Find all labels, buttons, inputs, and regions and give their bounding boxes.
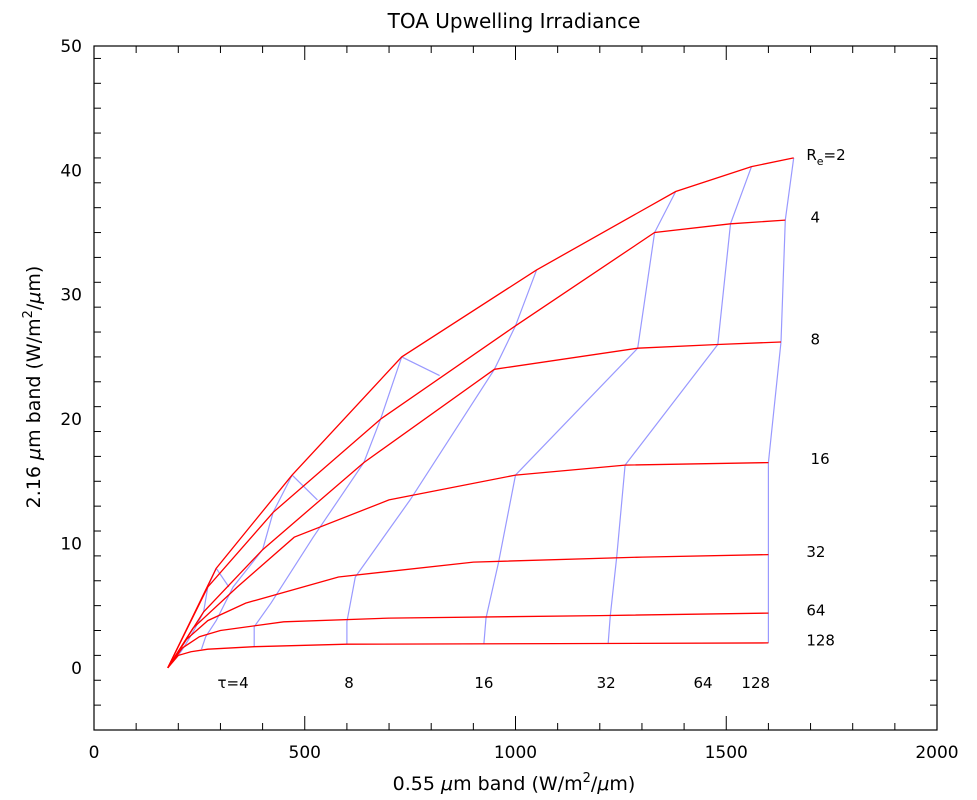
re-label-top: Re=2 [806,146,845,168]
re-line-32 [167,553,769,669]
x-axis-label: 0.55 μm band (W/m2/μm) [393,771,636,795]
x-tick-label: 1500 [705,743,748,763]
y-tick-label: 50 [60,37,82,57]
annotation-layer: 4 8 16 32 64 128 Re=2 τ=4 8 16 32 64 128 [218,146,846,692]
y-tick-label: 20 [60,410,82,430]
axes-layer: 0 500 1000 1500 2000 0 10 20 30 40 50 [60,37,958,763]
re-line-2 [167,157,794,669]
tau-segment-0 [767,157,795,643]
tau-line-128 [607,166,753,643]
y-tick-label: 40 [60,161,82,181]
x-tick-label: 0 [89,743,100,763]
re-label: 4 [811,209,821,227]
y-tick-label: 10 [60,534,82,554]
tau-segment-2 [291,474,318,501]
re-line-64 [167,612,769,669]
y-tick-label: 30 [60,286,82,306]
series-layer [167,157,795,669]
tau-segment-3 [401,356,440,377]
re-line-4 [167,219,786,669]
tau-label: 32 [597,674,616,692]
re-label: 64 [806,602,825,620]
chart-title: TOA Upwelling Irradiance [387,9,641,33]
re-line-16 [167,461,769,669]
re-label: 8 [811,330,821,348]
re-label: 128 [806,631,835,649]
tau-label: 16 [474,674,493,692]
re-label: 16 [811,450,830,468]
tau-line-32 [346,269,538,645]
tau-label: 128 [741,674,770,692]
x-tick-label: 1000 [494,743,537,763]
tau-label: 64 [694,674,713,692]
tau-label: 8 [344,674,354,692]
tau-label: τ=4 [218,674,249,692]
x-tick-label: 2000 [915,743,958,763]
re-label: 32 [806,543,825,561]
tau-line-64 [483,191,677,644]
re-line-128 [167,642,769,669]
tau-line-16 [253,356,403,647]
y-tick-label: 0 [71,659,82,679]
re-line-8 [167,341,782,669]
y-axis-label: 2.16 μm band (W/m2/μm) [21,266,45,509]
x-tick-label: 500 [289,743,321,763]
tau-segment-1 [215,567,230,588]
